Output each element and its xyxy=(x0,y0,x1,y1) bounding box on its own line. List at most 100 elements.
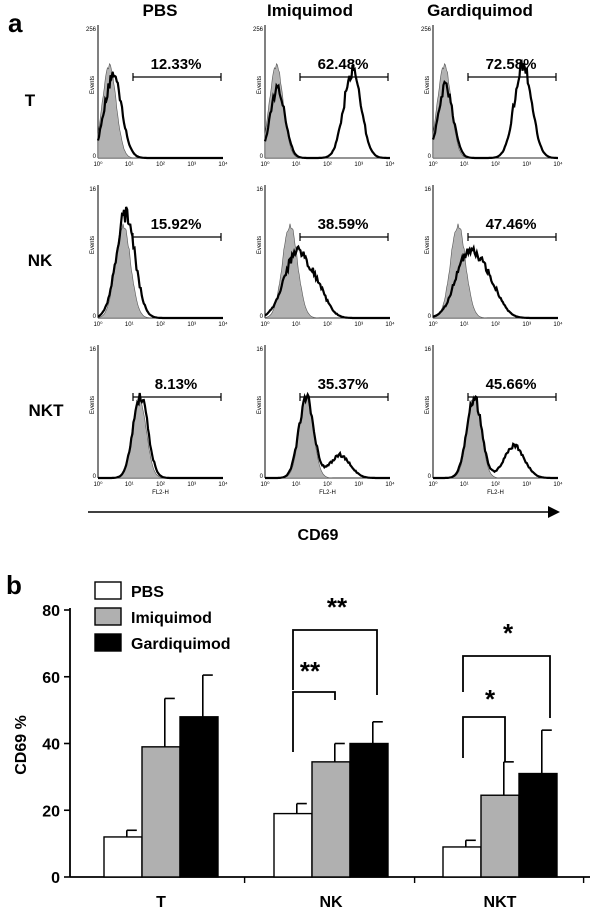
column-title-imiquimod: Imiquimod xyxy=(267,1,353,20)
histogram-y-axis-label: Events xyxy=(425,396,431,414)
histogram-x-tick-label: 10³ xyxy=(354,322,363,328)
histogram-x-tick-label: 10⁴ xyxy=(218,321,228,328)
treated-histogram-line xyxy=(96,71,223,160)
column-title-gardiquimod: Gardiquimod xyxy=(427,1,533,20)
histogram-x-tick-label: 10³ xyxy=(354,482,363,488)
legend-swatch-gardiquimod xyxy=(94,633,122,652)
treated-histogram-line xyxy=(265,391,390,480)
x-tick-label-t: T xyxy=(156,894,166,911)
histogram-x-tick-label: 10³ xyxy=(187,482,196,488)
histogram-x-axis-label: FL2-H xyxy=(487,490,504,496)
histogram-nkt-gardiquimod: 16 0 Events 10⁰ 10¹ 10² 10³ 10⁴ FL2-H 45.66% xyxy=(424,345,563,496)
histogram-x-tick-label: 10⁴ xyxy=(218,161,228,168)
histogram-ymax-label: 256 xyxy=(253,27,264,33)
control-histogram-fill xyxy=(433,395,558,479)
histogram-ymin-label: 0 xyxy=(428,314,432,320)
histogram-nk-pbs: 16 0 Events 10⁰ 10¹ 10² 10³ 10⁴ 15.92% xyxy=(89,185,228,328)
nkt-pbs-vs-gardiquimod-bracket-stars: * xyxy=(503,618,514,648)
histogram-y-axis-label: Events xyxy=(90,396,96,414)
y-tick-label: 40 xyxy=(42,737,60,754)
histogram-y-axis-label: Events xyxy=(257,76,263,94)
histogram-ymin-label: 0 xyxy=(93,474,97,480)
histogram-x-tick-label: 10¹ xyxy=(292,162,301,168)
histogram-x-tick-label: 10² xyxy=(156,482,165,488)
nkt-pbs-vs-gardiquimod-bracket xyxy=(462,655,551,718)
histogram-x-tick-label: 10⁴ xyxy=(385,161,395,168)
y-tick-label: 20 xyxy=(42,803,60,820)
histogram-x-tick-label: 10⁴ xyxy=(385,321,395,328)
row-label-nkt: NKT xyxy=(29,401,65,420)
histogram-ymin-label: 0 xyxy=(428,474,432,480)
histogram-x-tick-label: 10² xyxy=(156,322,165,328)
histogram-x-tick-label: 10⁴ xyxy=(553,321,563,328)
histogram-x-axis-label: FL2-H xyxy=(152,490,169,496)
column-title-pbs: PBS xyxy=(143,1,178,20)
histogram-ymax-label: 16 xyxy=(89,347,96,353)
nkt-pbs-vs-imiquimod-bracket xyxy=(462,716,506,762)
histogram-x-tick-label: 10² xyxy=(323,162,332,168)
histogram-t-pbs: 256 0 Events 10⁰ 10¹ 10² 10³ 10⁴ 12.33% xyxy=(86,25,228,168)
x-tick-label-nkt: NKT xyxy=(484,894,517,911)
histogram-ymin-label: 0 xyxy=(93,314,97,320)
histogram-x-tick-label: 10⁴ xyxy=(218,481,228,488)
histogram-ymin-label: 0 xyxy=(428,154,432,160)
row-label-t: T xyxy=(25,91,36,110)
histogram-nk-gardiquimod: 16 0 Events 10⁰ 10¹ 10² 10³ 10⁴ 47.46% xyxy=(424,185,563,328)
histogram-ymax-label: 16 xyxy=(256,187,263,193)
y-tick-label: 0 xyxy=(51,870,60,887)
bar-t-gardiquimod xyxy=(179,716,219,878)
histogram-x-tick-label: 10² xyxy=(491,162,500,168)
histogram-y-axis-label: Events xyxy=(257,396,263,414)
treated-histogram-line xyxy=(98,392,223,480)
legend-label-gardiquimod: Gardiquimod xyxy=(131,636,231,653)
gate-percent-label: 47.46% xyxy=(486,216,537,233)
legend-swatch-imiquimod xyxy=(94,607,122,626)
histogram-x-tick-label: 10⁰ xyxy=(93,481,103,488)
bar-nk-pbs xyxy=(273,812,313,878)
bar-nkt-imiquimod xyxy=(480,794,520,878)
y-axis-label: CD69 % xyxy=(13,715,30,775)
gate-percent-label: 35.37% xyxy=(318,376,369,393)
cd69-arrow-label: CD69 xyxy=(298,527,339,544)
histogram-x-tick-label: 10² xyxy=(491,322,500,328)
treated-histogram-line xyxy=(263,64,390,160)
control-histogram-fill xyxy=(97,223,223,319)
histogram-x-tick-label: 10⁴ xyxy=(385,481,395,488)
histogram-ymin-label: 0 xyxy=(93,154,97,160)
histogram-ymin-label: 0 xyxy=(260,154,264,160)
histogram-ymax-label: 16 xyxy=(424,187,431,193)
histogram-nk-imiquimod: 16 0 Events 10⁰ 10¹ 10² 10³ 10⁴ 38.59% xyxy=(256,185,395,328)
histogram-x-tick-label: 10¹ xyxy=(292,322,301,328)
bar-nk-gardiquimod xyxy=(349,742,389,878)
histogram-y-axis-label: Events xyxy=(425,76,431,94)
treated-histogram-line xyxy=(432,244,558,320)
treated-histogram-line xyxy=(264,244,390,320)
histogram-ymin-label: 0 xyxy=(260,474,264,480)
legend-swatch-pbs xyxy=(94,581,122,600)
histogram-x-tick-label: 10² xyxy=(156,162,165,168)
bar-t-pbs xyxy=(103,836,143,878)
bar-t-imiquimod xyxy=(141,746,181,878)
treated-histogram-line xyxy=(433,395,558,480)
histogram-x-tick-label: 10⁴ xyxy=(553,161,563,168)
nk-pbs-vs-gardiquimod-bracket xyxy=(292,629,378,695)
histogram-x-axis-label: FL2-H xyxy=(319,490,336,496)
histogram-x-tick-label: 10⁰ xyxy=(260,161,270,168)
histogram-x-tick-label: 10² xyxy=(323,482,332,488)
histogram-ymax-label: 16 xyxy=(424,347,431,353)
histogram-x-tick-label: 10⁴ xyxy=(553,481,563,488)
histogram-x-tick-label: 10³ xyxy=(522,482,531,488)
treated-histogram-line xyxy=(97,206,223,320)
nk-pbs-vs-imiquimod-bracket-stars: ** xyxy=(300,656,321,686)
histogram-x-tick-label: 10³ xyxy=(522,162,531,168)
histogram-x-tick-label: 10⁰ xyxy=(260,481,270,488)
histogram-x-tick-label: 10³ xyxy=(522,322,531,328)
histogram-x-tick-label: 10¹ xyxy=(125,482,134,488)
histogram-x-tick-label: 10¹ xyxy=(460,482,469,488)
row-label-nk: NK xyxy=(28,251,53,270)
panel-b-letter: b xyxy=(6,570,22,600)
histogram-x-tick-label: 10² xyxy=(323,322,332,328)
legend: PBS Imiquimod Gardiquimod xyxy=(94,581,231,653)
